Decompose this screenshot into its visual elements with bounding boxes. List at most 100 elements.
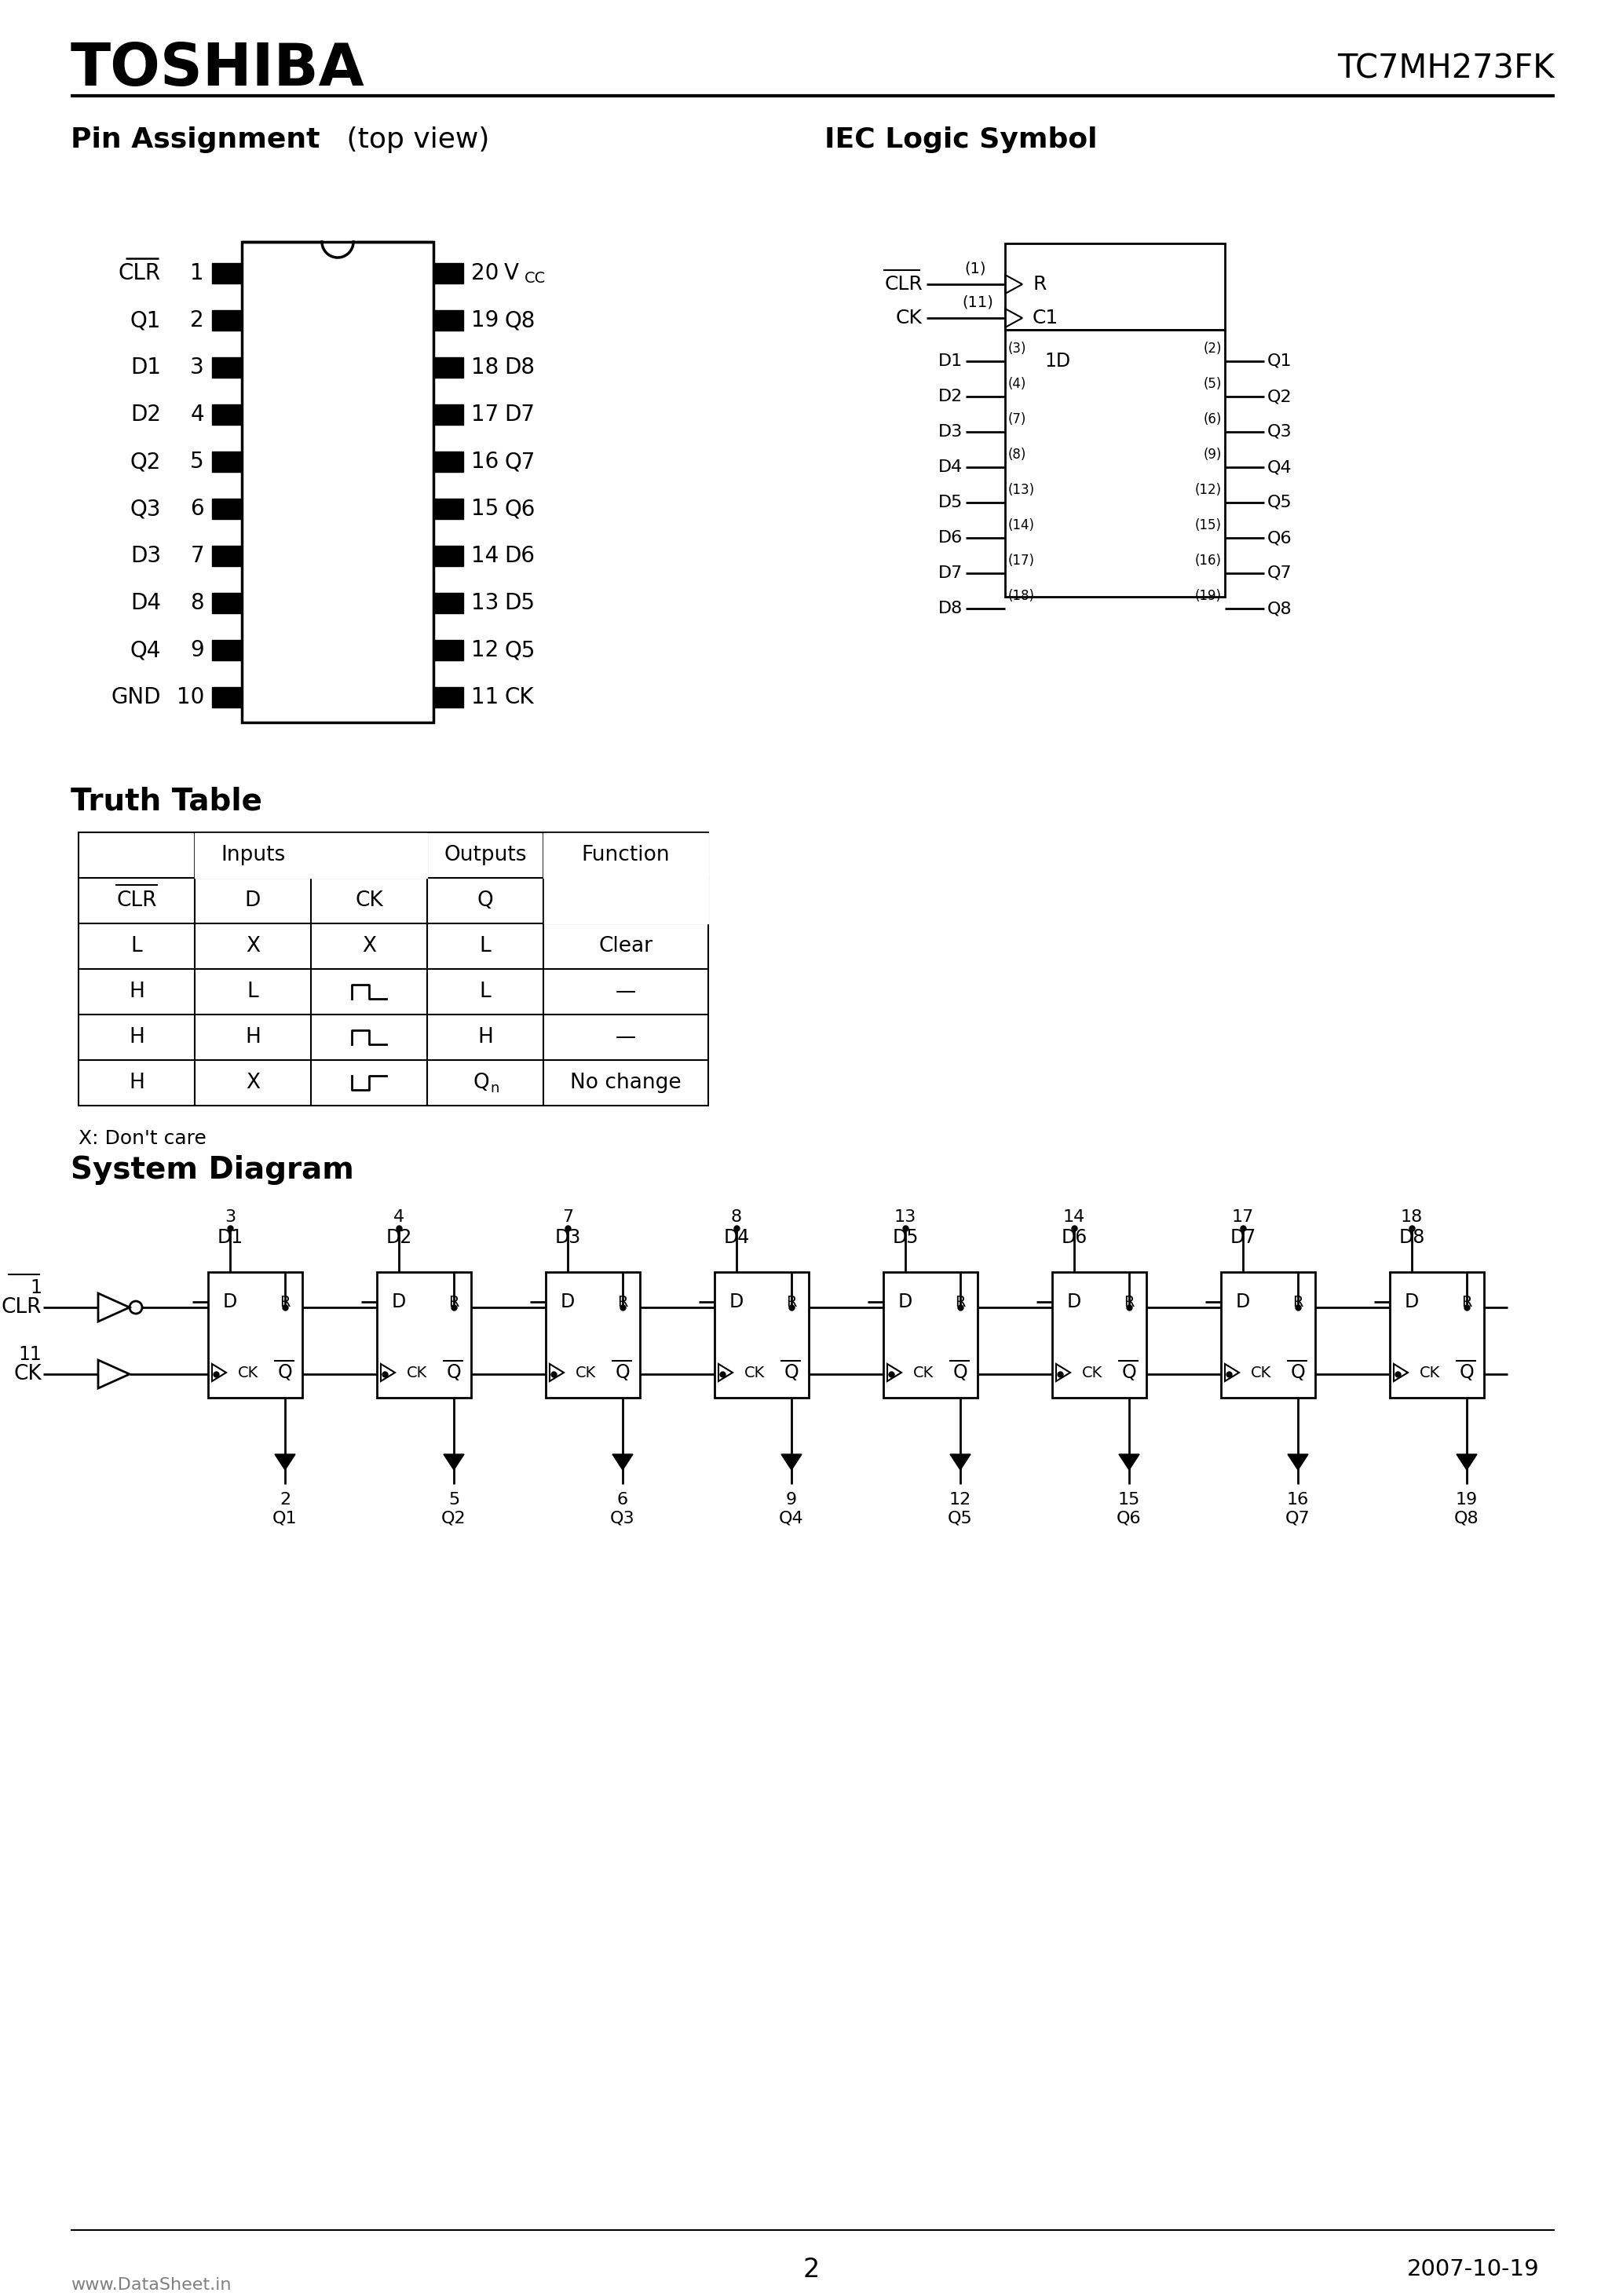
- Text: (3): (3): [1008, 342, 1027, 356]
- Text: D3: D3: [555, 1228, 581, 1247]
- Text: Q6: Q6: [1117, 1511, 1141, 1527]
- Bar: [1005, 243, 1225, 331]
- Text: (11): (11): [962, 294, 993, 310]
- Text: GND: GND: [110, 687, 161, 707]
- Text: 16: 16: [1287, 1492, 1310, 1508]
- Text: D: D: [222, 1293, 237, 1311]
- Text: R: R: [448, 1295, 459, 1309]
- Polygon shape: [781, 1453, 802, 1469]
- Text: CK: CK: [576, 1366, 596, 1380]
- Text: Pin Assignment: Pin Assignment: [71, 126, 320, 154]
- Text: (15): (15): [1195, 519, 1222, 533]
- Text: D: D: [391, 1293, 406, 1311]
- Polygon shape: [1118, 1453, 1139, 1469]
- Text: 14: 14: [1063, 1210, 1086, 1226]
- Text: 9: 9: [786, 1492, 797, 1508]
- Bar: [1220, 1272, 1315, 1398]
- Text: CK: CK: [1420, 1366, 1440, 1380]
- Text: 3: 3: [190, 356, 204, 379]
- Text: R: R: [954, 1295, 966, 1309]
- Text: Q: Q: [784, 1364, 799, 1382]
- Text: V: V: [505, 262, 519, 285]
- Polygon shape: [1456, 1453, 1477, 1469]
- Text: 2: 2: [279, 1492, 291, 1508]
- Text: H: H: [128, 1072, 144, 1093]
- Text: Q: Q: [1290, 1364, 1305, 1382]
- Text: D1: D1: [217, 1228, 243, 1247]
- Text: 6: 6: [617, 1492, 628, 1508]
- Text: Q8: Q8: [1268, 602, 1292, 615]
- Text: C1: C1: [1032, 308, 1058, 328]
- Text: Q7: Q7: [1285, 1511, 1310, 1527]
- Text: Q1: Q1: [1268, 354, 1292, 370]
- Text: D5: D5: [893, 1228, 919, 1247]
- Text: D: D: [245, 891, 261, 912]
- Text: 8: 8: [730, 1210, 742, 1226]
- Text: Q: Q: [446, 1364, 461, 1382]
- Text: Q4: Q4: [130, 638, 161, 661]
- Bar: [213, 546, 242, 567]
- Bar: [433, 452, 463, 473]
- Polygon shape: [1287, 1453, 1308, 1469]
- Text: www.DataSheet.in: www.DataSheet.in: [71, 2278, 230, 2294]
- Text: CK: CK: [745, 1366, 764, 1380]
- Bar: [433, 687, 463, 707]
- Text: (4): (4): [1008, 377, 1026, 390]
- Text: (17): (17): [1008, 553, 1035, 567]
- Text: 12: 12: [949, 1492, 972, 1508]
- Text: CK: CK: [239, 1366, 258, 1380]
- Text: 4: 4: [393, 1210, 404, 1226]
- Text: Q2: Q2: [130, 450, 161, 473]
- Text: CK: CK: [896, 308, 922, 328]
- Text: Q4: Q4: [1268, 459, 1292, 475]
- Text: (16): (16): [1195, 553, 1222, 567]
- Text: Q3: Q3: [130, 498, 161, 519]
- Text: 15: 15: [1118, 1492, 1141, 1508]
- Text: Outputs: Outputs: [443, 845, 527, 866]
- Text: 9: 9: [190, 638, 204, 661]
- Text: Q6: Q6: [1268, 530, 1292, 546]
- Text: Q5: Q5: [505, 638, 536, 661]
- Text: D4: D4: [130, 592, 161, 613]
- Text: (7): (7): [1008, 413, 1026, 427]
- Text: CLR: CLR: [2, 1297, 42, 1318]
- Bar: [544, 879, 708, 923]
- Text: D: D: [729, 1293, 743, 1311]
- Text: 11: 11: [471, 687, 498, 707]
- Polygon shape: [612, 1453, 633, 1469]
- Bar: [208, 1272, 302, 1398]
- Text: D2: D2: [130, 404, 161, 425]
- Text: (9): (9): [1203, 448, 1222, 461]
- Text: D: D: [1066, 1293, 1081, 1311]
- Text: D2: D2: [386, 1228, 412, 1247]
- Text: No change: No change: [570, 1072, 682, 1093]
- Bar: [213, 452, 242, 473]
- Bar: [1005, 331, 1225, 597]
- Text: D3: D3: [938, 425, 962, 441]
- Text: (12): (12): [1195, 482, 1222, 496]
- Text: H: H: [128, 980, 144, 1001]
- Text: Q1: Q1: [273, 1511, 297, 1527]
- Text: D5: D5: [938, 494, 962, 510]
- Text: CK: CK: [1251, 1366, 1271, 1380]
- Text: R: R: [1032, 276, 1047, 294]
- Text: (18): (18): [1008, 588, 1035, 604]
- Text: Q3: Q3: [610, 1511, 635, 1527]
- Text: D2: D2: [938, 388, 962, 404]
- Text: D8: D8: [505, 356, 534, 379]
- Text: 17: 17: [471, 404, 498, 425]
- Bar: [544, 833, 708, 877]
- Text: Q: Q: [953, 1364, 967, 1382]
- Text: 19: 19: [471, 310, 498, 331]
- Text: Q: Q: [1459, 1364, 1474, 1382]
- Text: Inputs: Inputs: [221, 845, 286, 866]
- Text: 19: 19: [1456, 1492, 1479, 1508]
- Text: —: —: [615, 980, 636, 1001]
- Text: X: X: [245, 937, 260, 957]
- Text: Q: Q: [477, 891, 493, 912]
- Text: System Diagram: System Diagram: [71, 1155, 354, 1185]
- Text: CLR: CLR: [117, 891, 157, 912]
- Text: 14: 14: [471, 544, 498, 567]
- Text: 1: 1: [190, 262, 204, 285]
- Text: 11: 11: [18, 1345, 42, 1364]
